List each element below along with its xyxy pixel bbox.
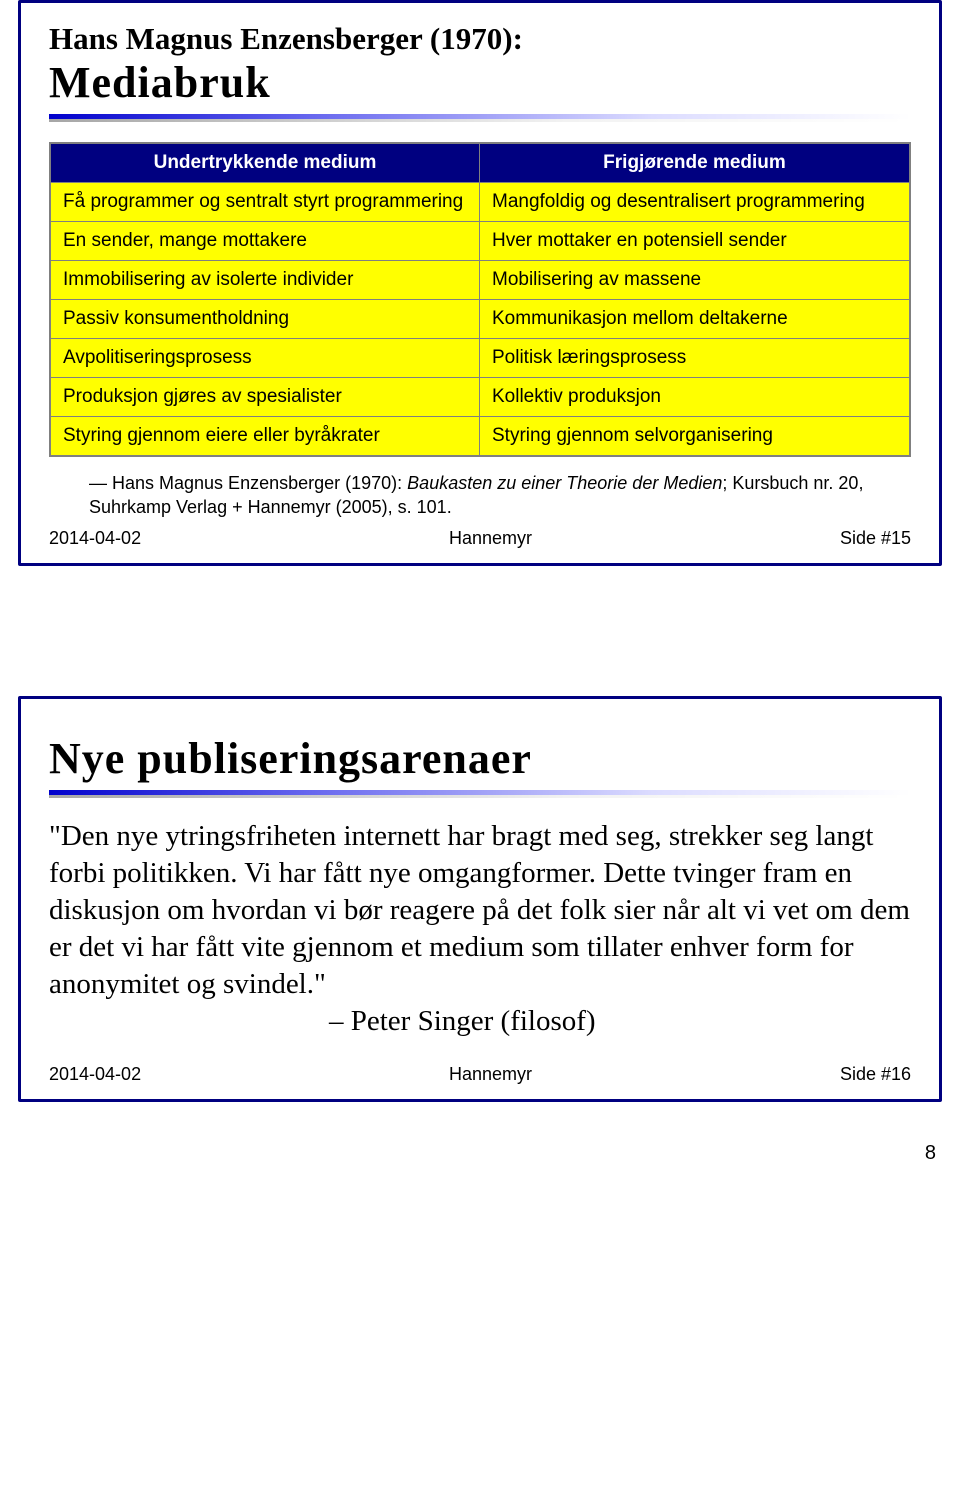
quote-text: "Den nye ytringsfriheten internett har b… <box>49 818 911 1004</box>
col-header-undertrykkende: Undertrykkende medium <box>51 144 480 182</box>
title-divider <box>49 790 911 800</box>
citation-italic: Baukasten zu einer Theorie der Medien <box>407 473 722 493</box>
footer-date: 2014-04-02 <box>49 1064 141 1085</box>
slide-mediabruk: Hans Magnus Enzensberger (1970): Mediabr… <box>18 0 942 566</box>
title-line1: Hans Magnus Enzensberger (1970): <box>49 21 911 57</box>
footer-side: Side #16 <box>840 1064 911 1085</box>
table-cell: Immobilisering av isolerte individer <box>51 260 480 299</box>
footer-side: Side #15 <box>840 528 911 549</box>
footer-author: Hannemyr <box>141 1064 840 1085</box>
slide-inner: Hans Magnus Enzensberger (1970): Mediabr… <box>21 3 939 563</box>
slide-title: Hans Magnus Enzensberger (1970): Mediabr… <box>49 21 911 108</box>
citation-prefix: ― Hans Magnus Enzensberger (1970): <box>89 473 407 493</box>
table-cell: Passiv konsumentholdning <box>51 299 480 338</box>
table-cell: En sender, mange mottakere <box>51 221 480 260</box>
slide-title: Nye publiseringsarenaer <box>49 733 911 784</box>
table-cell: Kollektiv produksjon <box>480 377 909 416</box>
table-cell: Hver mottaker en potensiell sender <box>480 221 909 260</box>
col-header-frigjorende: Frigjørende medium <box>480 144 909 182</box>
table-row: Avpolitiseringsprosess Politisk læringsp… <box>51 338 909 377</box>
footer-author: Hannemyr <box>141 528 840 549</box>
table-cell: Avpolitiseringsprosess <box>51 338 480 377</box>
table-row: Få programmer og sentralt styrt programm… <box>51 182 909 221</box>
table-row: En sender, mange mottakere Hver mottaker… <box>51 221 909 260</box>
table-row: Produksjon gjøres av spesialister Kollek… <box>51 377 909 416</box>
footer-date: 2014-04-02 <box>49 528 141 549</box>
title-line2: Mediabruk <box>49 57 911 108</box>
citation: ― Hans Magnus Enzensberger (1970): Bauka… <box>49 471 911 520</box>
slide-footer: 2014-04-02 Hannemyr Side #16 <box>49 1064 911 1085</box>
slide-inner: Nye publiseringsarenaer "Den nye ytrings… <box>21 699 939 1100</box>
media-comparison-table: Undertrykkende medium Frigjørende medium… <box>49 142 911 457</box>
table-cell: Styring gjennom selvorganisering <box>480 416 909 455</box>
table-cell: Mobilisering av massene <box>480 260 909 299</box>
page-number: 8 <box>18 1142 942 1165</box>
table-cell: Kommunikasjon mellom deltakerne <box>480 299 909 338</box>
slide-footer: 2014-04-02 Hannemyr Side #15 <box>49 528 911 549</box>
table-cell: Produksjon gjøres av spesialister <box>51 377 480 416</box>
table-row: Styring gjennom eiere eller byråkrater S… <box>51 416 909 455</box>
table-cell: Politisk læringsprosess <box>480 338 909 377</box>
table-cell: Få programmer og sentralt styrt programm… <box>51 182 480 221</box>
page: Hans Magnus Enzensberger (1970): Mediabr… <box>0 0 960 1195</box>
table-cell: Mangfoldig og desentralisert programmeri… <box>480 182 909 221</box>
table-cell: Styring gjennom eiere eller byråkrater <box>51 416 480 455</box>
title-text: Nye publiseringsarenaer <box>49 734 532 783</box>
slide-nye-publiseringsarenaer: Nye publiseringsarenaer "Den nye ytrings… <box>18 696 942 1103</box>
table-row: Immobilisering av isolerte individer Mob… <box>51 260 909 299</box>
table-header-row: Undertrykkende medium Frigjørende medium <box>51 144 909 182</box>
title-divider <box>49 114 911 124</box>
quote-attribution: – Peter Singer (filosof) <box>49 1005 911 1038</box>
table-row: Passiv konsumentholdning Kommunikasjon m… <box>51 299 909 338</box>
